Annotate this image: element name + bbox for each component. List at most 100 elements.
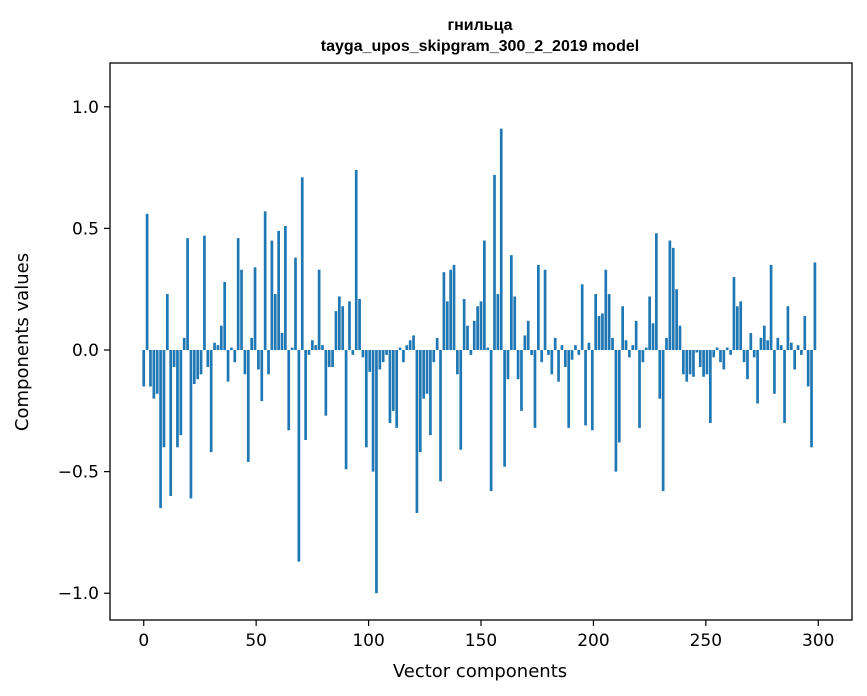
bar — [381, 350, 385, 363]
bar — [280, 332, 284, 351]
bar — [246, 350, 250, 462]
bar — [624, 340, 628, 351]
bar — [712, 350, 716, 358]
bar — [678, 325, 682, 351]
bar — [499, 128, 503, 351]
bar — [590, 350, 594, 431]
bar — [536, 264, 540, 351]
bar — [479, 301, 483, 351]
bar — [155, 350, 159, 394]
bar — [425, 350, 429, 394]
bar — [503, 350, 506, 467]
bar — [550, 350, 554, 375]
x-tick-label: 300 — [802, 631, 834, 651]
bar — [199, 350, 203, 375]
bar — [408, 340, 412, 351]
y-tick-label: −0.5 — [58, 463, 99, 483]
chart-title-line-1: гнильца — [447, 17, 512, 34]
bar — [668, 240, 672, 351]
bar — [395, 350, 399, 428]
bar — [658, 350, 662, 399]
bar — [533, 350, 537, 428]
bar — [685, 350, 689, 382]
bar — [513, 296, 517, 351]
bar — [189, 350, 193, 499]
bar — [300, 177, 304, 351]
bar — [429, 350, 432, 436]
bar — [267, 350, 270, 375]
bar — [216, 345, 220, 351]
bar — [284, 225, 287, 351]
bar — [192, 350, 196, 385]
bar — [348, 301, 351, 351]
bar — [314, 345, 318, 351]
bar — [746, 350, 749, 380]
bar — [459, 350, 463, 450]
bar — [162, 350, 166, 448]
bar — [263, 211, 267, 351]
bar — [398, 347, 402, 351]
bar — [240, 269, 243, 351]
bar — [179, 350, 183, 436]
bar — [196, 350, 200, 380]
bar — [172, 350, 176, 368]
plot-frame — [109, 62, 853, 621]
bar — [236, 238, 240, 351]
bar — [698, 350, 702, 368]
bar — [334, 311, 338, 351]
bar — [371, 350, 375, 472]
bar — [243, 350, 247, 375]
bar — [752, 350, 756, 358]
chart-title-line-2: tayga_upos_skipgram_300_2_2019 model — [321, 38, 639, 55]
bar — [287, 350, 291, 431]
bar — [456, 350, 459, 375]
bar — [597, 315, 601, 351]
bar — [692, 350, 695, 377]
bar — [641, 350, 645, 363]
x-axis-ticks: 0 50 100 150 200 250 300 — [138, 620, 834, 651]
bar — [655, 233, 658, 351]
bar — [702, 350, 705, 377]
bar — [445, 301, 449, 351]
bar — [671, 247, 675, 351]
bar — [341, 306, 345, 351]
bar — [617, 350, 621, 443]
y-tick-label: 1.0 — [72, 98, 99, 118]
bar — [705, 350, 709, 375]
bar — [607, 294, 611, 351]
bar — [253, 267, 257, 351]
bar — [260, 350, 264, 402]
bar — [584, 350, 587, 426]
bar — [709, 350, 712, 423]
x-tick-label: 50 — [245, 631, 267, 651]
bar — [516, 350, 520, 380]
bar — [742, 350, 746, 363]
bar — [176, 350, 179, 448]
bar — [418, 350, 422, 453]
bar — [250, 337, 254, 351]
bar — [729, 350, 732, 355]
bar — [735, 306, 739, 351]
bar — [601, 313, 604, 351]
bar — [165, 294, 169, 351]
bar — [294, 257, 297, 351]
bar — [732, 277, 736, 351]
bar — [628, 350, 631, 358]
bar — [354, 170, 358, 351]
bar — [557, 350, 560, 382]
bar — [587, 342, 591, 351]
bar — [665, 337, 668, 351]
bar — [759, 337, 763, 351]
bar — [695, 350, 699, 353]
bar — [142, 350, 146, 387]
bar — [756, 350, 759, 404]
bar — [648, 296, 651, 351]
bar — [331, 350, 334, 368]
bar — [219, 325, 223, 351]
bar — [786, 306, 790, 351]
bar — [631, 345, 635, 351]
bar — [290, 347, 294, 351]
bar — [715, 347, 719, 351]
bar — [466, 325, 469, 351]
bar — [722, 350, 726, 370]
